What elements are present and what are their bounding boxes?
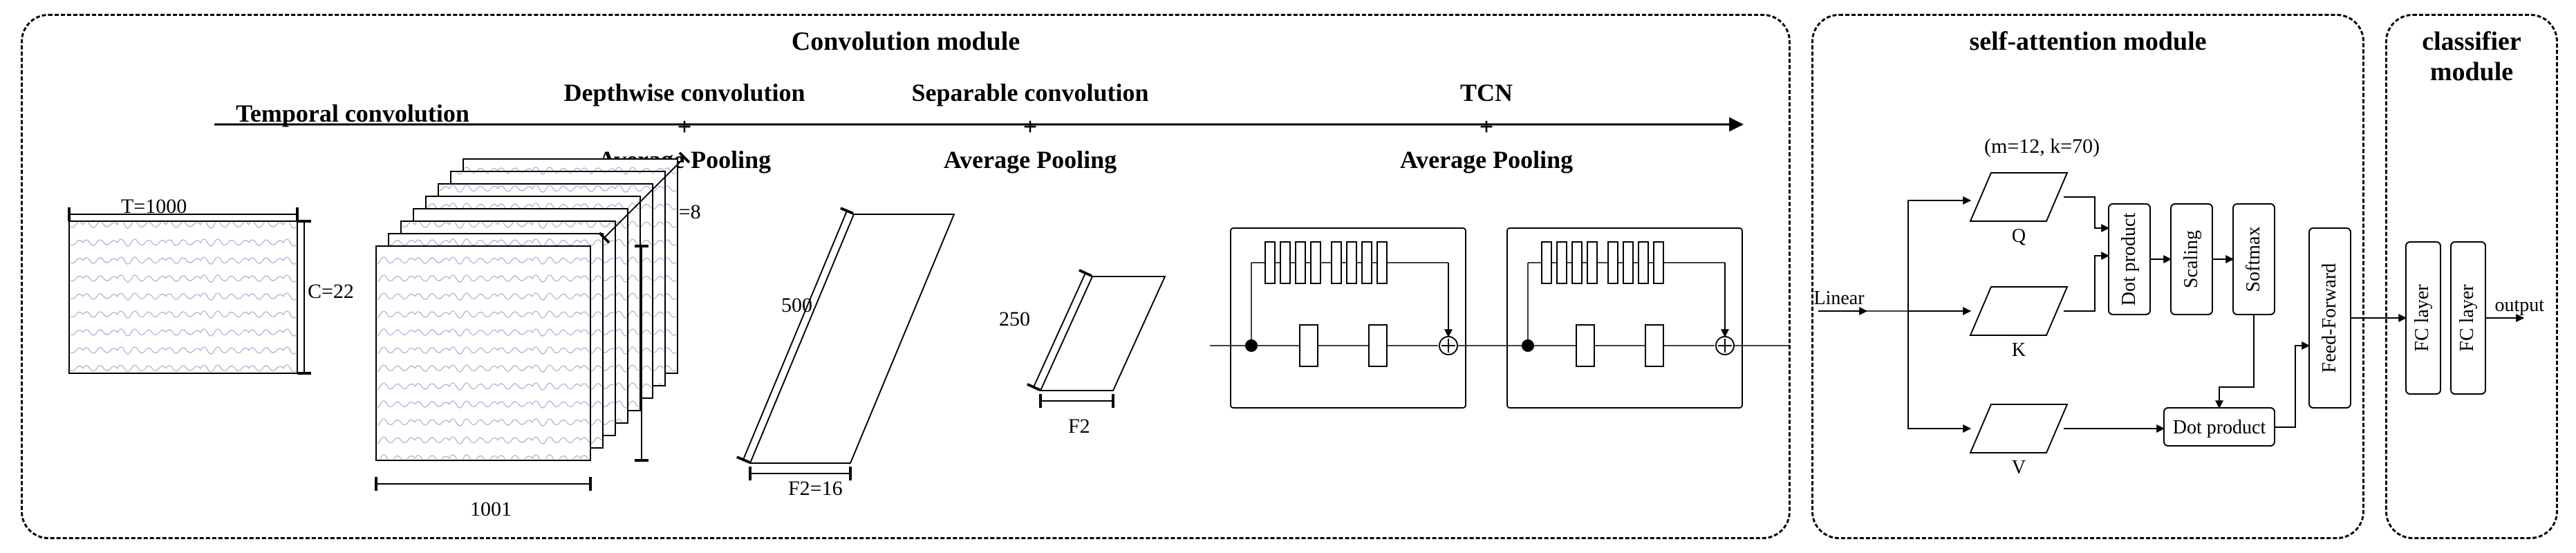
classifier-content: FC layer FC layer output (2406, 242, 2544, 394)
k-node: K (1970, 287, 2067, 361)
depthwise-slab (743, 211, 954, 474)
tcn-block-1 (1210, 228, 1466, 408)
q-node: Q (1970, 173, 2067, 247)
svg-text:Softmax: Softmax (2243, 227, 2264, 292)
svg-text:Dot product: Dot product (2118, 213, 2140, 306)
input-eeg-block (69, 214, 304, 373)
diagram-svg: Linear Q K V Dot product Scaling (0, 0, 2576, 553)
svg-text:K: K (2012, 339, 2026, 361)
svg-text:FC layer: FC layer (2456, 284, 2478, 352)
self-attention-content: Linear Q K V Dot product Scaling (1813, 173, 2351, 478)
svg-text:Feed-Forward: Feed-Forward (2319, 263, 2340, 373)
svg-text:Scaling: Scaling (2181, 230, 2202, 288)
feature-map-stack (376, 158, 684, 484)
svg-text:V: V (2012, 457, 2026, 478)
svg-text:FC layer: FC layer (2411, 284, 2433, 352)
tcn-block-2 (1507, 228, 1742, 408)
output-label: output (2494, 294, 2544, 316)
v-node: V (1970, 404, 2067, 478)
linear-label: Linear (1813, 288, 1865, 309)
svg-text:Q: Q (2012, 225, 2026, 247)
separable-slab (1034, 273, 1165, 401)
svg-text:Dot product: Dot product (2173, 417, 2266, 438)
